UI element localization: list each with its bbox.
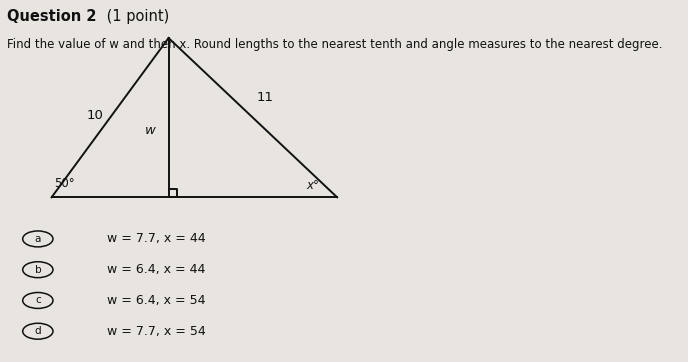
Text: Question 2: Question 2 bbox=[7, 9, 96, 24]
Text: 11: 11 bbox=[257, 91, 273, 104]
Text: c: c bbox=[35, 295, 41, 306]
Text: w = 7.7, x = 44: w = 7.7, x = 44 bbox=[107, 232, 205, 245]
Text: w: w bbox=[144, 124, 155, 137]
Text: (1 point): (1 point) bbox=[102, 9, 169, 24]
Text: x°: x° bbox=[307, 179, 319, 192]
Text: w = 6.4, x = 44: w = 6.4, x = 44 bbox=[107, 263, 205, 276]
Text: d: d bbox=[34, 326, 41, 336]
Text: 50°: 50° bbox=[54, 177, 75, 190]
Text: w = 7.7, x = 54: w = 7.7, x = 54 bbox=[107, 325, 206, 338]
Text: a: a bbox=[34, 234, 41, 244]
Text: b: b bbox=[34, 265, 41, 275]
Text: w = 6.4, x = 54: w = 6.4, x = 54 bbox=[107, 294, 205, 307]
Text: Find the value of w and then x. Round lengths to the nearest tenth and angle mea: Find the value of w and then x. Round le… bbox=[7, 38, 663, 51]
Text: 10: 10 bbox=[87, 109, 103, 122]
